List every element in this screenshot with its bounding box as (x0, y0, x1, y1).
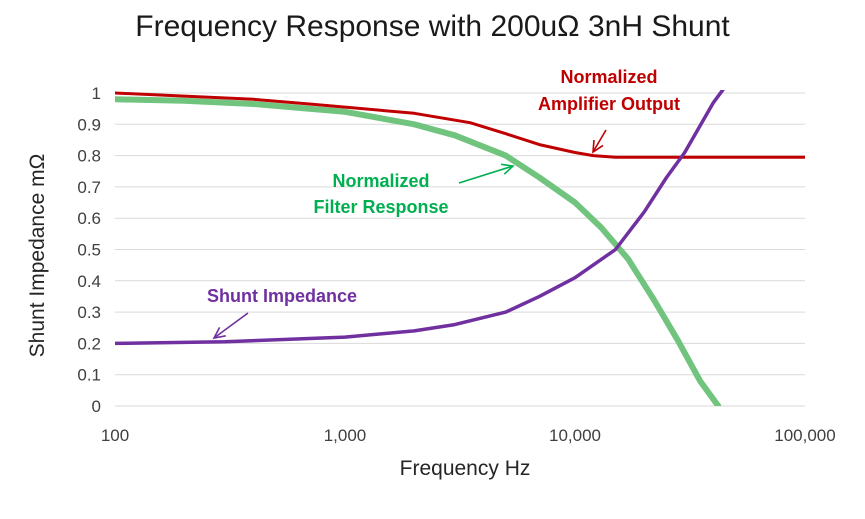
y-tick-label: 0.3 (77, 303, 101, 322)
annotation-shunt-impedance-arrowhead (212, 327, 226, 340)
annotation-filter-response-arrow (458, 165, 514, 184)
chart-title: Frequency Response with 200uΩ 3nH Shunt (135, 10, 730, 43)
annotation-amplifier-output-arrow (592, 129, 607, 153)
x-tick-label: 100,000 (774, 426, 835, 445)
y-axis-label: Shunt Impedance mΩ (26, 154, 49, 358)
annotation-amplifier-output-arrowhead (592, 139, 604, 154)
annotation-filter-response-arrowhead (500, 163, 515, 175)
y-tick-label: 0.2 (77, 334, 101, 353)
y-tick-label: 0.8 (77, 147, 101, 166)
y-tick-label: 0.5 (77, 241, 101, 260)
annotation-filter-response-text: Filter Response (313, 197, 448, 217)
annotation-shunt-impedance-arrow (213, 312, 249, 339)
annotation-filter-response-text: Normalized (332, 171, 429, 191)
annotation-shunt-impedance-text: Shunt Impedance (207, 286, 357, 306)
y-tick-label: 0.9 (77, 115, 101, 134)
series-line-filter-response (115, 96, 722, 406)
x-tick-label: 1,000 (324, 426, 367, 445)
y-tick-label: 0.4 (77, 272, 101, 291)
annotation-amplifier-output-text: Amplifier Output (538, 94, 680, 114)
y-tick-label: 0.6 (77, 209, 101, 228)
x-tick-label: 100 (101, 426, 129, 445)
y-tick-label: 0.1 (77, 366, 101, 385)
annotation-amplifier-output-text: Normalized (560, 67, 657, 87)
x-axis-label: Frequency Hz (400, 457, 531, 480)
series-line-shunt-impedance (115, 90, 725, 346)
x-tick-label: 10,000 (549, 426, 601, 445)
y-tick-label: 1 (92, 84, 101, 103)
y-tick-label: 0.7 (77, 178, 101, 197)
y-tick-label: 0 (92, 397, 101, 416)
series-line-amplifier-output (115, 91, 805, 159)
